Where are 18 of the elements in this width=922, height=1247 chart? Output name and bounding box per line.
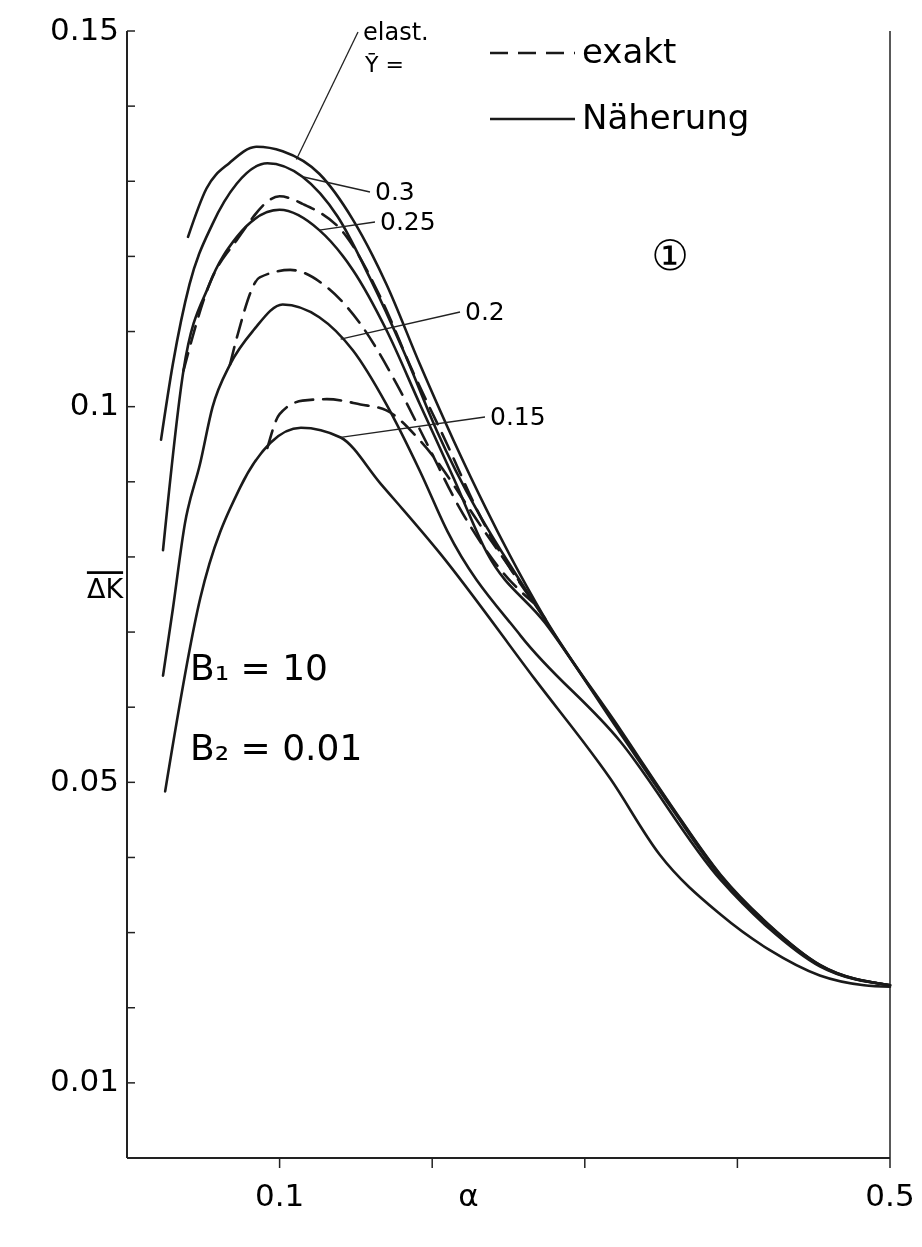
x-axis-title: α (458, 1177, 479, 1213)
y-tick-label: 0.01 (49, 1062, 119, 1099)
annotation: ① (651, 231, 689, 280)
annotation: B₁ = 10 (190, 647, 328, 688)
legend-label: exakt (582, 30, 677, 71)
x-tick-label: 0.5 (865, 1177, 915, 1213)
y-tick-label: 0.05 (49, 761, 119, 798)
annotation: Ȳ = (364, 52, 404, 77)
annotation: elast. (363, 18, 429, 46)
annotation: 0.15 (490, 402, 546, 431)
legend-label: Näherung (582, 96, 750, 137)
y-tick-label: 0.15 (49, 10, 119, 47)
annotation: B₂ = 0.01 (190, 727, 363, 768)
annotation: 0.2 (465, 297, 505, 326)
annotation: 0.25 (380, 207, 436, 236)
y-axis-title: ΔK (86, 573, 125, 605)
y-tick-label: 0.1 (69, 386, 119, 423)
annotation: 0.3 (375, 177, 415, 206)
